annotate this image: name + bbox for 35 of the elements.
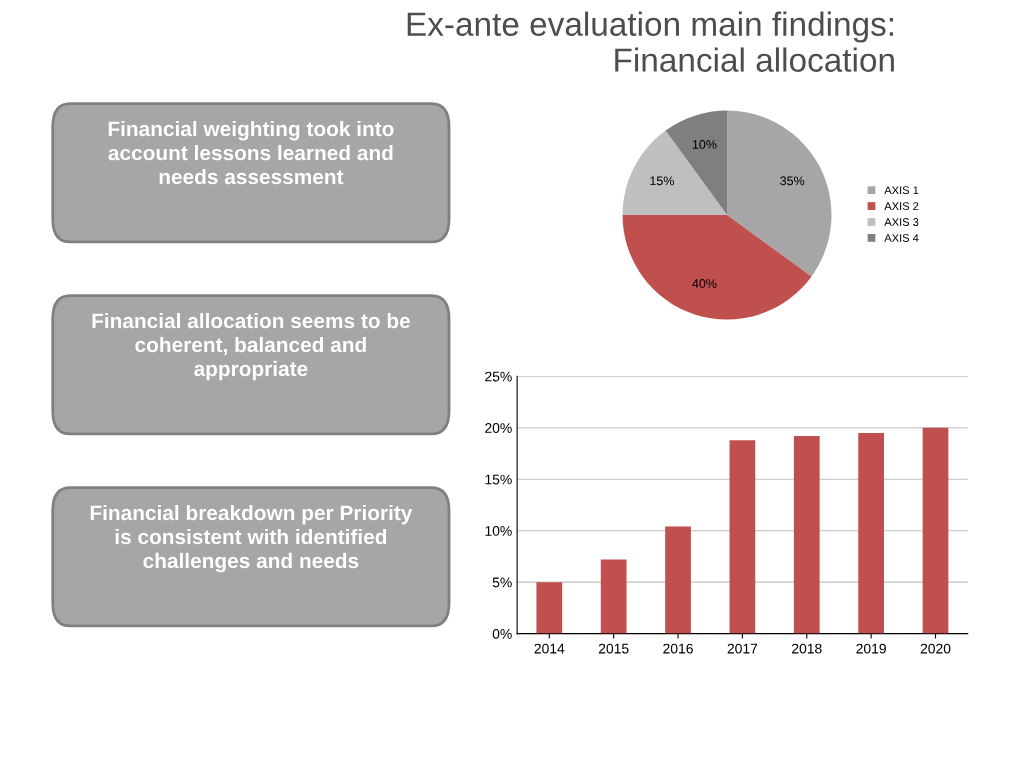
bar [600, 559, 627, 634]
x-tick-label: 2017 [727, 643, 758, 654]
text: Financial allocation seems to be coherent, balanced and appropriate [92, 312, 410, 381]
text: Ex-ante evaluation main findings: Financial allocation [407, 11, 894, 72]
y-tick-label: 5% [492, 577, 512, 588]
data-label: 15% [650, 176, 674, 186]
x-tick-label: 2015 [598, 643, 629, 654]
x-tick-label: 2018 [792, 643, 822, 654]
legend-label: AXIS 3 [884, 218, 919, 226]
y-tick-label: 10% [485, 526, 512, 536]
text: Financial weighting took into account lessons learned and needs assessment [108, 120, 394, 185]
y-tick-label: 0% [492, 628, 512, 639]
x-tick-label: 2019 [856, 643, 886, 654]
x-tick-label: 2016 [663, 643, 693, 654]
bar [665, 526, 691, 634]
bar [729, 440, 756, 634]
pie-slice [727, 110, 832, 277]
data-label: 10% [692, 140, 717, 149]
pie-slice [622, 130, 728, 216]
y-tick-label: 20% [485, 423, 512, 433]
bar [858, 432, 884, 634]
bar [536, 582, 563, 634]
y-tick-label: 25% [485, 371, 512, 382]
text: Financial breakdown per Priority is consistent with identified challenges and needs [90, 504, 413, 573]
legend-label: AXIS 2 [884, 202, 919, 211]
data-label: 35% [780, 176, 805, 186]
pie-slice [622, 215, 812, 320]
bar [793, 436, 820, 634]
y-tick-label: 15% [485, 474, 512, 485]
bar [922, 427, 949, 634]
x-tick-label: 2020 [920, 643, 951, 654]
data-label: 40% [692, 279, 717, 288]
legend-label: AXIS 4 [884, 234, 919, 242]
x-tick-label: 2014 [534, 643, 565, 654]
legend-label: AXIS 1 [884, 186, 919, 195]
